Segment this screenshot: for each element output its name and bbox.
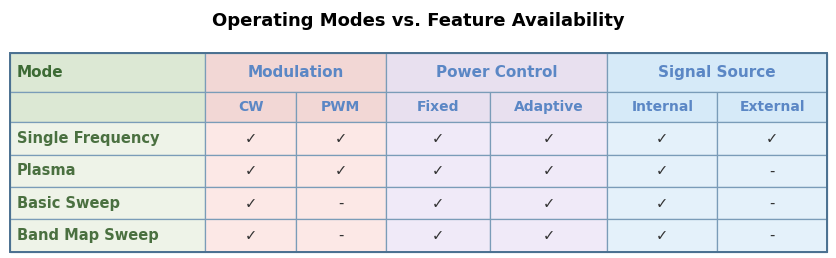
Text: ✓: ✓ [431,131,443,146]
Bar [206,122,295,155]
Bar [385,155,489,187]
Text: PWM: PWM [320,100,359,114]
Text: Signal Source: Signal Source [658,65,775,80]
Text: Power Control: Power Control [436,65,557,80]
Bar [385,92,489,122]
Text: ✓: ✓ [542,228,554,243]
Bar [10,122,206,155]
Text: -: - [768,196,774,211]
Text: Band Map Sweep: Band Map Sweep [17,228,158,243]
Text: Fixed: Fixed [416,100,458,114]
Bar [716,187,826,219]
Text: ✓: ✓ [542,163,554,178]
Bar [385,122,489,155]
Text: -: - [338,228,343,243]
Text: ✓: ✓ [431,228,443,243]
Text: Adaptive: Adaptive [513,100,583,114]
Text: External: External [738,100,804,114]
Bar [10,53,826,252]
Bar [10,155,206,187]
Bar [607,122,716,155]
Bar [716,122,826,155]
Bar [607,53,826,92]
Bar [489,219,607,252]
Bar [206,155,295,187]
Text: Mode: Mode [17,65,64,80]
Text: ✓: ✓ [655,131,668,146]
Bar [10,187,206,219]
Bar [607,187,716,219]
Bar [716,92,826,122]
Text: ✓: ✓ [542,131,554,146]
Text: Internal: Internal [630,100,692,114]
Bar [10,219,206,252]
Text: ✓: ✓ [655,196,668,211]
Bar [607,219,716,252]
Text: Single Frequency: Single Frequency [17,131,159,146]
Bar [385,187,489,219]
Bar [489,122,607,155]
Bar [10,53,206,92]
Bar [295,219,385,252]
Bar [489,155,607,187]
Bar [385,53,607,92]
Bar [489,92,607,122]
Bar [206,219,295,252]
Text: ✓: ✓ [334,131,346,146]
Bar [716,219,826,252]
Bar [716,155,826,187]
Bar [385,219,489,252]
Text: -: - [338,196,343,211]
Text: ✓: ✓ [244,228,257,243]
Bar [206,92,295,122]
Text: CW: CW [237,100,263,114]
Bar [206,187,295,219]
Text: ✓: ✓ [765,131,777,146]
Bar [295,187,385,219]
Bar [607,92,716,122]
Text: ✓: ✓ [244,196,257,211]
Bar [206,53,385,92]
Text: Modulation: Modulation [247,65,344,80]
Text: ✓: ✓ [431,196,443,211]
Text: Plasma: Plasma [17,163,76,178]
Text: ✓: ✓ [431,163,443,178]
Text: ✓: ✓ [334,163,346,178]
Text: Operating Modes vs. Feature Availability: Operating Modes vs. Feature Availability [212,12,624,30]
Text: Basic Sweep: Basic Sweep [17,196,120,211]
Bar [295,122,385,155]
Text: ✓: ✓ [655,163,668,178]
Bar [489,187,607,219]
Text: ✓: ✓ [244,131,257,146]
Bar [607,155,716,187]
Bar [10,92,206,122]
Text: ✓: ✓ [655,228,668,243]
Text: -: - [768,228,774,243]
Bar [295,155,385,187]
Text: ✓: ✓ [542,196,554,211]
Text: -: - [768,163,774,178]
Text: ✓: ✓ [244,163,257,178]
Bar [295,92,385,122]
